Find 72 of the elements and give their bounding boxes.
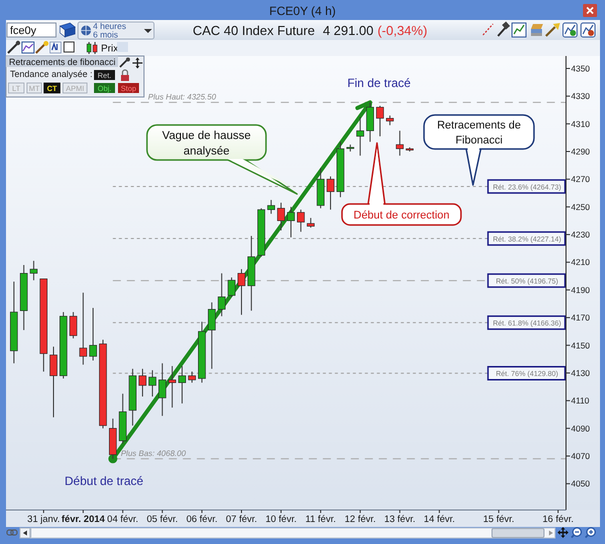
y-tick-label: 4330 xyxy=(571,91,590,102)
candlestick xyxy=(148,370,156,397)
chart-subtitle: CAC 40 Index Future xyxy=(192,23,315,38)
candlestick xyxy=(138,368,146,397)
text: (-0,34%) xyxy=(377,23,428,38)
y-tick-label: 4310 xyxy=(571,118,590,129)
annotation: Tendance analysée : xyxy=(10,69,93,79)
candlestick xyxy=(50,346,58,418)
candlestick xyxy=(89,307,97,362)
annotation: Début de correction xyxy=(354,209,450,222)
candlestick xyxy=(228,276,236,298)
x-tick-label: 16 févr. xyxy=(542,514,574,525)
x-tick-label: 13 févr. xyxy=(384,514,416,525)
y-tick-label: 4230 xyxy=(571,230,590,240)
y-tick-label: 4050 xyxy=(571,478,590,489)
candlestick xyxy=(306,217,315,228)
x-tick-label: 05 févr. xyxy=(146,514,178,525)
x-tick-label: 14 févr. xyxy=(424,514,455,525)
y-tick-label: 4250 xyxy=(571,202,590,212)
candlestick xyxy=(79,292,88,366)
x-tick-label: 10 févr. xyxy=(265,514,297,525)
annotation: Fin de tracé xyxy=(347,76,411,90)
y-tick-label: 4210 xyxy=(571,257,590,268)
candlestick xyxy=(69,312,78,339)
y-tick-label: 4090 xyxy=(571,423,590,434)
annotation: Vague de hausse analysée xyxy=(162,130,251,158)
x-tick-label: févr. 2014 xyxy=(62,514,106,525)
ref-line-label: Plus Haut: 4325.50 xyxy=(148,92,217,102)
x-tick-label: 07 févr. xyxy=(226,514,258,525)
x-tick-label: 06 févr. xyxy=(186,514,218,525)
candlestick xyxy=(188,371,196,384)
candlestick xyxy=(238,268,246,316)
annotation: Retracements de Fibonacci xyxy=(437,119,521,146)
x-tick-label: 11 févr. xyxy=(305,514,336,525)
candlestick xyxy=(296,209,305,232)
x-tick-label: 15 févr. xyxy=(483,514,514,525)
candlestick xyxy=(168,366,176,408)
candlestick xyxy=(326,176,334,210)
x-tick-label: 12 févr. xyxy=(344,514,376,525)
y-tick-label: 4170 xyxy=(571,312,590,323)
annotation: Début de tracé xyxy=(64,474,144,488)
text: 4 291.00 xyxy=(322,23,374,38)
candlestick xyxy=(178,366,186,404)
text: Prix xyxy=(101,44,118,54)
chart-title: FCE0Y (4 h) xyxy=(269,4,336,18)
candlestick xyxy=(366,102,374,142)
y-tick-label: 4270 xyxy=(571,174,590,184)
candlestick xyxy=(30,260,38,281)
y-tick-label: 4130 xyxy=(571,368,590,378)
y-tick-label: 4070 xyxy=(571,451,590,462)
y-tick-label: 4350 xyxy=(571,63,590,74)
candlestick xyxy=(386,115,394,126)
x-tick-label: 04 févr. xyxy=(107,514,138,525)
candlestick xyxy=(158,362,166,416)
text: fce0y xyxy=(10,25,37,37)
x-tick-label: 31 janv. xyxy=(27,514,60,525)
candlestick xyxy=(277,202,285,231)
candlestick xyxy=(208,302,216,370)
text: 4 heures xyxy=(93,21,126,31)
text: 6 mois xyxy=(93,30,118,40)
ref-line-label: Plus Bas: 4068.00 xyxy=(120,448,186,458)
candlestick xyxy=(356,116,364,156)
candlestick xyxy=(376,105,384,137)
candlestick xyxy=(218,272,226,317)
candlestick xyxy=(287,206,295,238)
y-tick-label: 4110 xyxy=(571,396,590,406)
y-tick-label: 4150 xyxy=(571,340,590,350)
y-tick-label: 4290 xyxy=(571,146,590,157)
annotation: Retracements de fibonacci xyxy=(9,57,116,67)
candlestick xyxy=(267,199,276,214)
y-tick-label: 4190 xyxy=(571,284,590,295)
candlestick xyxy=(396,130,404,156)
